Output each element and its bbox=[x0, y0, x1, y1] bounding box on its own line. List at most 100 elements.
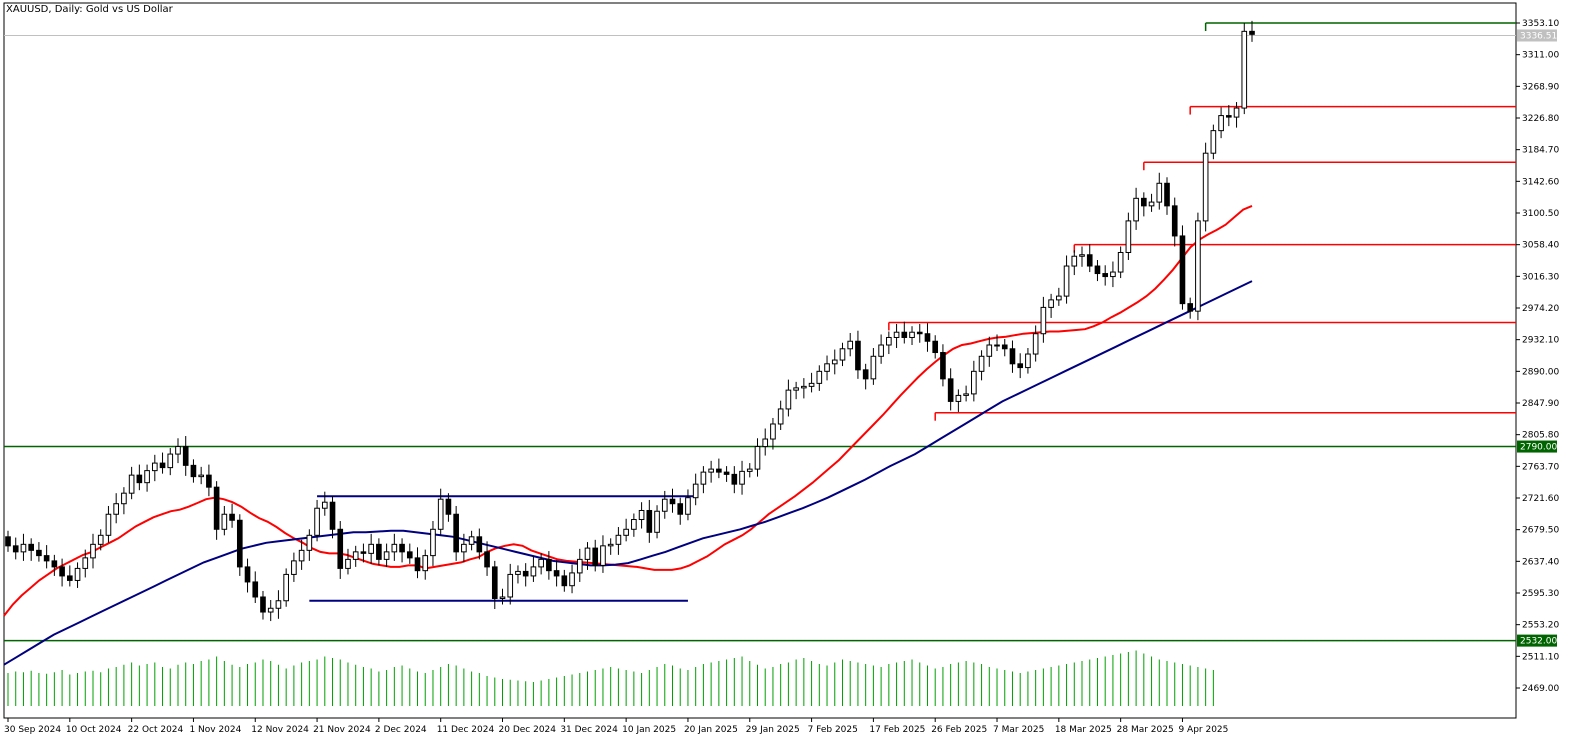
candle-body bbox=[43, 555, 50, 562]
candle-body bbox=[260, 596, 266, 613]
candle-body bbox=[376, 543, 382, 560]
candle-body bbox=[685, 497, 691, 515]
candle-body bbox=[677, 503, 684, 515]
y-tick-label: 3226.80 bbox=[1522, 114, 1559, 124]
candle-body bbox=[190, 464, 197, 478]
level-tag bbox=[1517, 634, 1557, 647]
candle-body bbox=[963, 393, 969, 396]
candle-body bbox=[831, 359, 838, 365]
x-tick-label: 20 Jan 2025 bbox=[684, 725, 738, 735]
candle-body bbox=[422, 555, 429, 572]
candle-body bbox=[1195, 220, 1201, 312]
candle-body bbox=[97, 534, 104, 545]
candle-body bbox=[746, 468, 753, 472]
y-tick-label: 2974.20 bbox=[1522, 304, 1559, 314]
candle-body bbox=[708, 468, 714, 473]
x-tick-label: 10 Jan 2025 bbox=[622, 725, 676, 735]
candle-body bbox=[661, 498, 668, 512]
x-tick-label: 2 Dec 2024 bbox=[375, 725, 427, 735]
y-tick-label: 2805.80 bbox=[1522, 431, 1559, 441]
candle-body bbox=[1171, 205, 1178, 237]
candle-body bbox=[144, 470, 150, 484]
candle-body bbox=[631, 519, 637, 530]
candle-body bbox=[1086, 254, 1093, 267]
candle-body bbox=[916, 331, 923, 335]
candle-body bbox=[36, 549, 42, 557]
candle-body bbox=[20, 543, 27, 553]
candle-body bbox=[229, 513, 235, 521]
candle-body bbox=[971, 370, 977, 395]
candle-body bbox=[654, 510, 660, 533]
x-tick-label: 22 Oct 2024 bbox=[128, 725, 184, 735]
candle-body bbox=[1102, 273, 1109, 278]
candle-body bbox=[1148, 201, 1155, 207]
candle-body bbox=[1071, 255, 1078, 267]
candle-body bbox=[623, 528, 629, 536]
y-tick-label: 3268.90 bbox=[1522, 82, 1559, 92]
candle-body bbox=[893, 331, 900, 338]
candle-body bbox=[1079, 254, 1085, 257]
candle-body bbox=[121, 492, 127, 505]
level-tag-label: 2532.00 bbox=[1520, 637, 1557, 647]
candle-body bbox=[499, 596, 506, 599]
candle-body bbox=[886, 336, 892, 346]
candle-body bbox=[978, 355, 985, 372]
candle-body bbox=[1110, 271, 1116, 278]
candle-body bbox=[940, 352, 946, 380]
candle-body bbox=[646, 509, 653, 533]
candle-body bbox=[692, 483, 699, 499]
candle-body bbox=[368, 543, 374, 554]
candle-body bbox=[151, 462, 158, 472]
y-tick-label: 2553.20 bbox=[1522, 621, 1559, 631]
y-tick-label: 3184.70 bbox=[1522, 146, 1559, 156]
x-tick-label: 11 Dec 2024 bbox=[437, 725, 495, 735]
candle-body bbox=[128, 474, 135, 494]
candle-body bbox=[839, 348, 846, 361]
y-tick-label: 2595.30 bbox=[1522, 589, 1559, 599]
candle-body bbox=[947, 378, 954, 402]
candle-body bbox=[855, 340, 861, 371]
y-tick-label: 3016.30 bbox=[1522, 272, 1559, 282]
candle-body bbox=[1249, 30, 1255, 35]
candle-body bbox=[546, 558, 552, 572]
candle-body bbox=[986, 344, 993, 357]
candle-body bbox=[221, 513, 228, 530]
y-tick-label: 3100.50 bbox=[1522, 209, 1559, 219]
x-tick-label: 20 Dec 2024 bbox=[499, 725, 557, 735]
x-tick-label: 7 Mar 2025 bbox=[993, 725, 1044, 735]
candle-body bbox=[468, 536, 475, 545]
x-tick-label: 10 Oct 2024 bbox=[66, 725, 122, 735]
candle-body bbox=[445, 498, 452, 515]
candle-body bbox=[569, 572, 575, 587]
candle-body bbox=[28, 543, 34, 551]
candle-body bbox=[430, 528, 436, 557]
candle-body bbox=[901, 331, 908, 338]
x-tick-label: 21 Nov 2024 bbox=[313, 725, 371, 735]
x-tick-label: 28 Mar 2025 bbox=[1117, 725, 1174, 735]
x-tick-label: 9 Apr 2025 bbox=[1178, 725, 1228, 735]
y-tick-label: 2890.00 bbox=[1522, 367, 1559, 377]
candle-body bbox=[59, 566, 65, 577]
candle-body bbox=[770, 423, 776, 440]
x-tick-label: 30 Sep 2024 bbox=[4, 725, 61, 735]
y-tick-label: 2469.00 bbox=[1522, 684, 1559, 694]
candle-body bbox=[252, 581, 259, 598]
candle-body bbox=[1133, 197, 1139, 222]
y-tick-label: 3058.40 bbox=[1522, 241, 1559, 251]
candle-body bbox=[932, 340, 939, 354]
candle-body bbox=[66, 575, 73, 581]
candle-body bbox=[1210, 130, 1217, 154]
candle-body bbox=[399, 543, 405, 553]
y-tick-label: 2511.10 bbox=[1522, 652, 1559, 662]
candle-body bbox=[345, 558, 351, 569]
candle-body bbox=[406, 551, 413, 559]
x-tick-label: 1 Nov 2024 bbox=[189, 725, 241, 735]
candle-body bbox=[801, 385, 807, 389]
candle-body bbox=[816, 370, 823, 384]
candle-body bbox=[1001, 344, 1008, 350]
current-price-tag bbox=[1517, 29, 1557, 42]
candle-body bbox=[484, 551, 490, 568]
x-tick-label: 17 Feb 2025 bbox=[869, 725, 925, 735]
candle-body bbox=[414, 557, 421, 572]
